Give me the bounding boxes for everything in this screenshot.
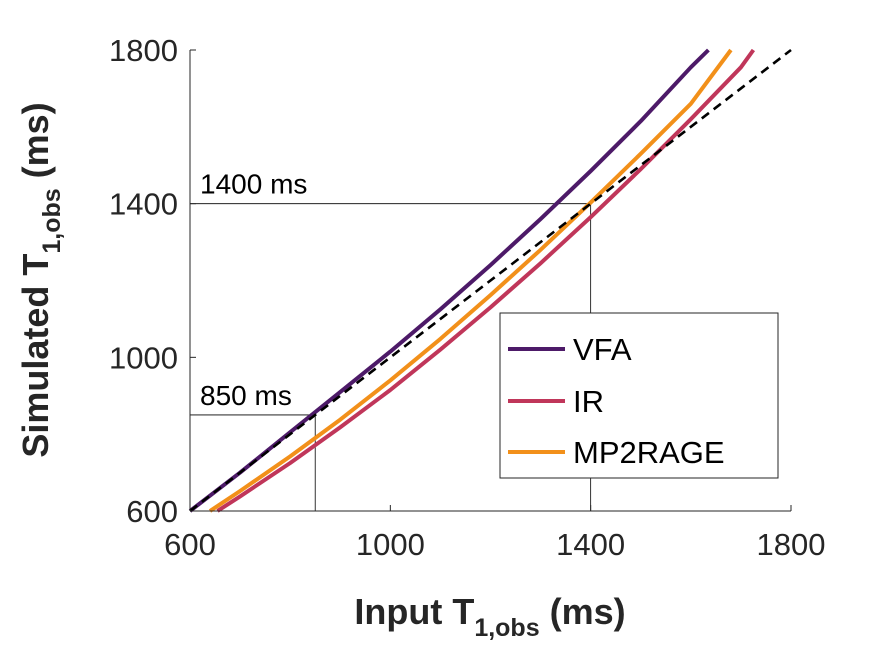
x-tick-label: 1800 bbox=[757, 527, 826, 562]
legend-label-ir: IR bbox=[573, 384, 604, 419]
series-line-vfa bbox=[188, 48, 710, 513]
series-layer bbox=[188, 48, 792, 513]
x-tick-label: 1400 bbox=[556, 527, 625, 562]
y-tick-label: 600 bbox=[126, 494, 178, 529]
annotations: 1400 ms 850 ms bbox=[200, 169, 307, 411]
annotation-label: 1400 ms bbox=[200, 169, 307, 200]
x-axis-label: Input T1,obs (ms) bbox=[354, 591, 625, 642]
legend-label-mp2rage: MP2RAGE bbox=[573, 435, 725, 470]
x-tick-label: 1000 bbox=[356, 527, 425, 562]
legend: VFA IR MP2RAGE bbox=[499, 312, 779, 479]
legend-label-vfa: VFA bbox=[573, 332, 632, 367]
series-line-ir bbox=[216, 48, 756, 513]
y-tick-label: 1000 bbox=[109, 340, 178, 375]
y-tick-label: 1400 bbox=[109, 187, 178, 222]
x-tick-label: 600 bbox=[164, 527, 216, 562]
y-axis-label: Simulated T1,obs (ms) bbox=[15, 102, 66, 457]
axes: 600 1000 1400 1800 600 1000 1400 1800 bbox=[109, 33, 825, 562]
identity-line bbox=[189, 48, 792, 513]
y-tick-label: 1800 bbox=[109, 33, 178, 68]
annotation-label: 850 ms bbox=[200, 380, 292, 411]
series-line-mp2rage bbox=[208, 48, 733, 513]
